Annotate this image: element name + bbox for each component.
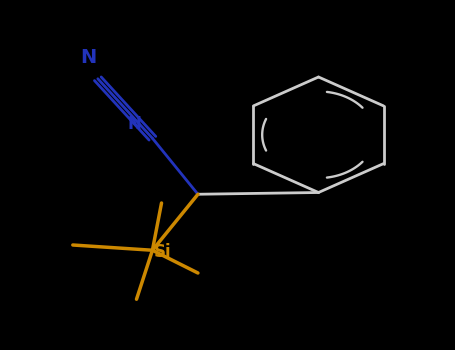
Text: Si: Si [154, 243, 171, 261]
Text: N: N [127, 115, 141, 133]
Text: N: N [81, 48, 97, 67]
